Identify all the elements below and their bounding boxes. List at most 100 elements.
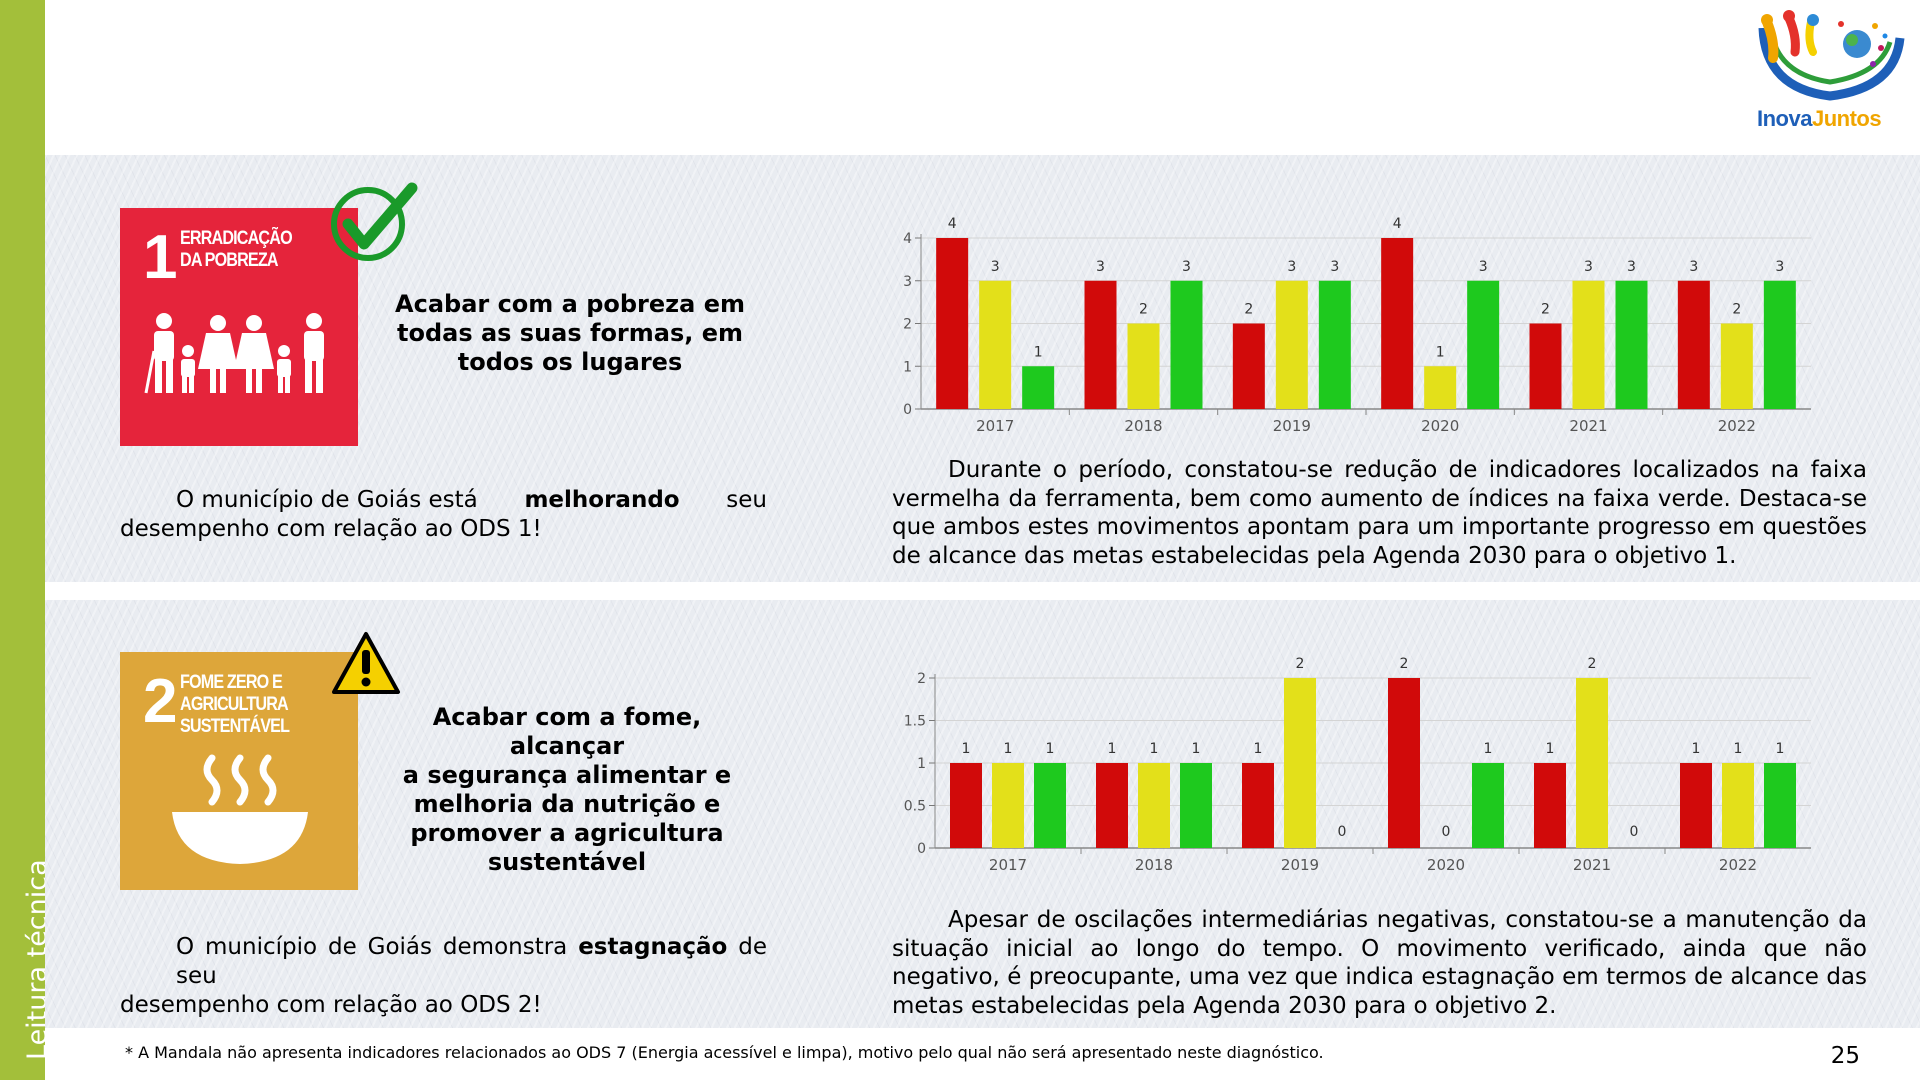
x-tick-label: 2019: [1281, 856, 1319, 874]
bar-amarelo-2018: [1138, 763, 1170, 848]
ods1-status-prefix: O município de Goiás está: [176, 487, 478, 513]
y-tick-label: 1: [917, 756, 926, 772]
data-label: 1: [1776, 741, 1785, 757]
data-label: 1: [1692, 741, 1701, 757]
data-label: 3: [1775, 259, 1784, 275]
bar-vermelho-2017: [936, 238, 969, 409]
warning-icon: [332, 632, 400, 694]
ods2-goal-line: a segurança alimentar e: [402, 761, 732, 789]
logo-text-juntos: Juntos: [1811, 106, 1882, 131]
data-label: 0: [1442, 824, 1451, 840]
data-label: 3: [1330, 259, 1339, 275]
y-tick-label: 3: [903, 274, 912, 290]
bar-verde-2017: [1034, 763, 1066, 848]
bar-verde-2018: [1180, 763, 1212, 848]
ods1-goal-line: todos os lugares: [457, 348, 683, 376]
bar-vermelho-2019: [1232, 323, 1265, 409]
ods2-goal-text: Acabar com a fome, alcançar a segurança …: [387, 703, 747, 877]
data-label: 3: [1627, 259, 1636, 275]
data-label: 1: [1108, 741, 1117, 757]
sdg1-title-line: DA POBREZA: [180, 250, 279, 271]
logo-text-inova: Inova: [1757, 106, 1812, 131]
data-label: 4: [1393, 216, 1402, 232]
bar-verde-2021: [1615, 280, 1648, 409]
bar-vermelho-2021: [1534, 763, 1566, 848]
data-label: 1: [1436, 344, 1445, 360]
y-tick-label: 0: [903, 402, 912, 418]
sdg1-title-line: ERRADICAÇÃO: [180, 228, 293, 249]
data-label: 1: [1734, 741, 1743, 757]
bar-vermelho-2017: [950, 763, 982, 848]
data-label: 1: [1004, 741, 1013, 757]
ods1-goal-line: todas as suas formas, em: [396, 319, 744, 347]
bar-verde-2020: [1472, 763, 1504, 848]
x-tick-label: 2018: [1135, 856, 1173, 874]
bar-vermelho-2018: [1096, 763, 1128, 848]
footnote: * A Mandala não apresenta indicadores re…: [125, 1043, 1324, 1062]
x-tick-label: 2020: [1427, 856, 1465, 874]
data-label: 2: [1400, 656, 1409, 672]
data-label: 2: [1588, 656, 1597, 672]
x-tick-label: 2022: [1719, 856, 1757, 874]
bar-amarelo-2021: [1576, 678, 1608, 848]
data-label: 1: [1484, 741, 1493, 757]
ods2-goal-line: promover a agricultura: [410, 819, 724, 847]
data-label: 3: [1479, 259, 1488, 275]
data-label: 2: [1139, 302, 1148, 318]
data-label: 0: [1338, 824, 1347, 840]
sdg2-number: 2: [143, 667, 178, 736]
ods2-bar-chart: 0 0.5 1 1.5 2 1 1 1 2017 1 1 1 2018 1 2 0 2019 2 0 1 2020 1 2 0…: [890, 655, 1820, 889]
bar-amarelo-2019: [1275, 280, 1308, 409]
bowl-icon: [172, 754, 308, 864]
data-label: 0: [1630, 824, 1639, 840]
sdg2-title-line: FOME ZERO E: [180, 672, 283, 693]
sdg2-title-line: AGRICULTURA: [180, 694, 289, 715]
x-tick-label: 2020: [1421, 417, 1459, 435]
ods1-status-bold: melhorando: [524, 487, 680, 513]
bar-amarelo-2019: [1284, 678, 1316, 848]
ods1-goal-line: Acabar com a pobreza em: [395, 290, 745, 318]
ods2-status-words: de seu: [176, 934, 767, 989]
x-tick-label: 2019: [1273, 417, 1311, 435]
bar-vermelho-2022: [1680, 763, 1712, 848]
ods2-status-text: O município de Goiás demonstra estagnaçã…: [120, 933, 767, 1020]
data-label: 1: [1150, 741, 1159, 757]
logo-text: InovaJuntos: [1757, 106, 1882, 132]
checkmark-icon: [331, 182, 418, 261]
ods1-bar-chart: 0 1 2 3 4 4 3 1 2017 3 2 3 2018 2 3 3 2019 4 1 3 2020 2 3 3 2021…: [890, 205, 1820, 444]
ods1-paragraph: Durante o período, constatou-se redução …: [892, 457, 1867, 569]
bar-amarelo-2020: [1424, 366, 1457, 409]
bar-vermelho-2019: [1242, 763, 1274, 848]
bar-vermelho-2020: [1381, 238, 1414, 409]
bar-verde-2018: [1170, 280, 1203, 409]
y-tick-label: 4: [903, 231, 912, 247]
bar-verde-2022: [1763, 280, 1796, 409]
ods2-status-bold: estagnação: [578, 934, 728, 960]
inovajuntos-logo: InovaJuntos: [1755, 8, 1905, 136]
ods1-goal-text: Acabar com a pobreza em todas as suas fo…: [390, 290, 750, 377]
y-tick-label: 1.5: [904, 714, 926, 730]
bar-verde-2019: [1318, 280, 1351, 409]
x-tick-label: 2021: [1573, 856, 1611, 874]
data-label: 1: [1192, 741, 1201, 757]
y-tick-label: 0.5: [904, 799, 926, 815]
bar-amarelo-2018: [1127, 323, 1160, 409]
bar-amarelo-2017: [992, 763, 1024, 848]
sdg2-title-line: SUSTENTÁVEL: [180, 716, 290, 737]
bar-vermelho-2022: [1677, 280, 1710, 409]
sidebar: Leitura técnica: [0, 0, 53, 1080]
data-label: 3: [1287, 259, 1296, 275]
ods2-paragraph: Apesar de oscilações intermediárias nega…: [892, 907, 1867, 1019]
y-tick-label: 0: [917, 841, 926, 857]
data-label: 3: [1689, 259, 1698, 275]
x-tick-label: 2017: [976, 417, 1014, 435]
y-tick-label: 2: [917, 671, 926, 687]
data-label: 3: [991, 259, 1000, 275]
bar-vermelho-2021: [1529, 323, 1562, 409]
data-label: 3: [1182, 259, 1191, 275]
bar-verde-2022: [1764, 763, 1796, 848]
ods2-goal-line: melhoria da nutrição e: [413, 790, 721, 818]
bar-amarelo-2022: [1722, 763, 1754, 848]
ods1-status-line1: O município de Goiás está melhorando seu: [120, 486, 767, 515]
